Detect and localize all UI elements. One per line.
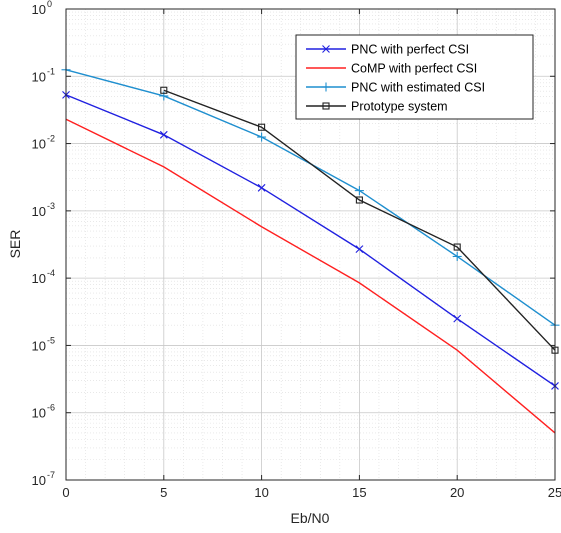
y-axis-label: SER <box>7 230 23 259</box>
y-tick-label: 10 <box>32 69 46 84</box>
y-tick-exponent: -1 <box>47 66 55 76</box>
data-point <box>355 196 363 204</box>
y-tick-label: 10 <box>32 204 46 219</box>
y-tick-exponent: -3 <box>47 201 55 211</box>
y-tick-label: 10 <box>32 2 46 17</box>
legend-marker <box>322 102 330 110</box>
series-1 <box>65 118 556 434</box>
plot-frame <box>65 8 556 481</box>
x-axis-label: Eb/N0 <box>291 510 330 526</box>
data-point <box>354 186 364 196</box>
legend-label: PNC with perfect CSI <box>351 43 469 57</box>
y-tick-exponent: -2 <box>47 134 55 144</box>
data-point <box>453 314 462 323</box>
y-tick-label: 10 <box>32 137 46 152</box>
legend-entry: CoMP with perfect CSI <box>306 62 477 76</box>
x-tick-label: 10 <box>254 485 268 500</box>
series-line <box>163 89 556 351</box>
legend-label: PNC with estimated CSI <box>351 81 485 95</box>
data-point <box>453 243 461 251</box>
y-tick-label: 10 <box>32 473 46 488</box>
y-tick-exponent: -6 <box>47 403 55 413</box>
grid-lines <box>65 8 556 481</box>
data-point <box>258 123 266 131</box>
y-tick-label: 10 <box>32 271 46 286</box>
y-tick-exponent: -5 <box>47 335 55 345</box>
legend-marker <box>321 82 331 92</box>
x-tick-label: 20 <box>450 485 464 500</box>
series-line <box>65 94 556 387</box>
data-point <box>159 130 168 139</box>
y-tick-exponent: -7 <box>47 470 55 480</box>
legend-label: CoMP with perfect CSI <box>351 62 477 76</box>
y-tick-label: 10 <box>32 338 46 353</box>
y-tick-label: 10 <box>32 406 46 421</box>
data-point <box>355 245 364 254</box>
legend-entry: Prototype system <box>306 100 448 114</box>
series-line <box>65 118 556 434</box>
legend-entry: PNC with perfect CSI <box>306 43 469 57</box>
data-point <box>452 251 462 261</box>
x-tick-label: 5 <box>160 485 167 500</box>
legend-marker <box>322 45 330 53</box>
tick-labels: 0 5 10 15 20 2510-710-610-510-410-310-210-110… <box>32 0 561 500</box>
x-tick-label: 25 <box>548 485 561 500</box>
data-point <box>257 132 267 142</box>
legend-label: Prototype system <box>351 100 448 114</box>
y-tick-exponent: 0 <box>47 0 52 9</box>
axis-ticks <box>65 8 556 481</box>
series-layer <box>61 65 560 434</box>
data-point <box>160 86 168 94</box>
legend-entry: PNC with estimated CSI <box>306 81 485 95</box>
x-tick-label: 15 <box>352 485 366 500</box>
y-tick-exponent: -4 <box>47 268 55 278</box>
legend: PNC with perfect CSI CoMP with perfect CS… <box>295 34 534 120</box>
x-tick-label: 0 <box>62 485 69 500</box>
data-point <box>257 183 266 192</box>
